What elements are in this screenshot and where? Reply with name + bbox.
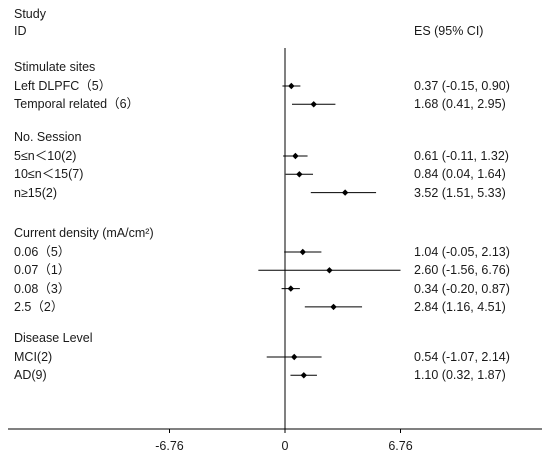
effect-size-text: 0.84 (0.04, 1.64) — [414, 167, 506, 182]
study-label: 10≤n＜15(7) — [14, 167, 84, 182]
study-label: 0.08（3） — [14, 281, 71, 296]
study-label: AD(9) — [14, 368, 47, 383]
group-title: Current density (mA/cm²) — [14, 226, 154, 240]
header-id: ID — [14, 24, 27, 38]
effect-size-text: 0.61 (-0.11, 1.32) — [414, 149, 509, 163]
effect-point — [330, 303, 337, 311]
header-es: ES (95% CI) — [414, 24, 484, 38]
effect-point — [288, 82, 295, 90]
study-label: Temporal related（6） — [14, 97, 140, 112]
study-label: 0.07（1） — [14, 263, 71, 278]
effect-size-text: 1.68 (0.41, 2.95) — [414, 97, 506, 112]
effect-point — [341, 189, 349, 196]
effect-point — [292, 152, 299, 160]
effect-point — [299, 248, 306, 256]
x-tick-label: 6.76 — [388, 439, 412, 453]
study-label: MCI(2) — [14, 350, 53, 364]
effect-point — [296, 171, 303, 178]
group-title: Stimulate sites — [14, 60, 96, 74]
effect-point — [326, 267, 333, 274]
study-label: n≥15(2) — [14, 185, 57, 200]
effect-size-text: 0.37 (-0.15, 0.90) — [414, 79, 510, 93]
study-label: 5≤n＜10(2) — [14, 149, 77, 163]
effect-size-text: 3.52 (1.51, 5.33) — [414, 185, 506, 200]
effect-point — [310, 101, 317, 108]
header-study: Study — [14, 7, 46, 21]
group-title: No. Session — [14, 130, 82, 144]
effect-size-text: 0.34 (-0.20, 0.87) — [414, 281, 510, 296]
effect-point — [300, 372, 307, 379]
effect-size-text: 2.84 (1.16, 4.51) — [414, 299, 506, 314]
study-label: Left DLPFC（5） — [14, 79, 112, 93]
effect-point — [291, 353, 298, 361]
study-label: 2.5（2） — [14, 299, 64, 314]
x-tick-label: 0 — [282, 439, 289, 453]
x-tick-label: -6.76 — [155, 439, 184, 453]
effect-point — [287, 285, 295, 292]
group-title: Disease Level — [14, 331, 93, 345]
effect-size-text: 1.04 (-0.05, 2.13) — [414, 245, 510, 259]
effect-size-text: 2.60 (-1.56, 6.76) — [414, 263, 510, 278]
effect-size-text: 1.10 (0.32, 1.87) — [414, 368, 506, 383]
study-label: 0.06（5） — [14, 245, 71, 259]
effect-size-text: 0.54 (-1.07, 2.14) — [414, 350, 510, 364]
